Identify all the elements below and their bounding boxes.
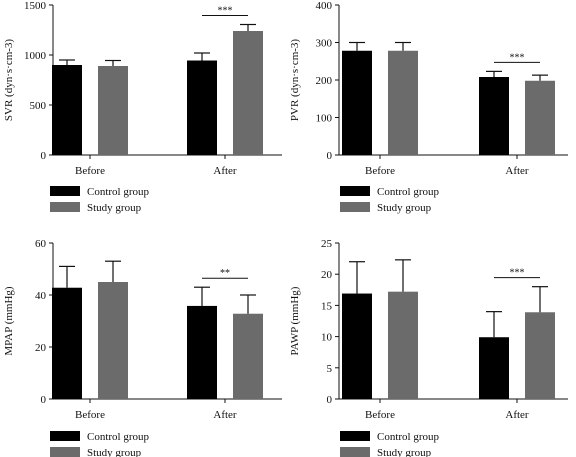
chart-panel-4: 0 5 10 15 20 25 PAWP (mmHg) Before After *** Contr…: [289, 238, 568, 457]
legend-label: Control group: [87, 186, 150, 198]
x-tick-label: Before: [365, 165, 395, 177]
y-axis-title: MPAP (mmHg): [3, 286, 15, 356]
y-tick-label: 300: [316, 38, 333, 50]
y-axis-title: PVR (dyn·s·cm-3): [289, 39, 301, 122]
bar-study-after: [525, 312, 555, 399]
legend-label: Control group: [87, 431, 150, 443]
y-tick-label: 5: [327, 363, 333, 375]
legend-swatch-control: [340, 186, 370, 196]
y-tick-label: 100: [316, 113, 333, 125]
y-axis-title: SVR (dyn·s·cm-3): [3, 39, 15, 122]
significance-label: ***: [510, 268, 525, 279]
legend-label: Study group: [377, 447, 432, 457]
y-tick-label: 1000: [24, 50, 47, 62]
y-tick-label: 25: [321, 238, 333, 250]
y-tick-label: 15: [321, 300, 333, 312]
legend-label: Study group: [87, 447, 142, 457]
x-tick-label: After: [213, 409, 237, 421]
y-tick-label: 10: [321, 332, 333, 344]
legend-swatch-study: [340, 202, 370, 212]
y-tick-label: 500: [30, 100, 47, 112]
y-tick-label: 20: [35, 342, 47, 354]
bar-control-before: [342, 50, 372, 155]
legend-label: Control group: [377, 186, 440, 198]
y-tick-label: 20: [321, 269, 333, 281]
y-tick-label: 60: [35, 238, 47, 250]
bar-study-after: [233, 31, 263, 155]
y-tick-label: 200: [316, 75, 333, 87]
legend-swatch-control: [340, 431, 370, 441]
bar-control-after: [187, 305, 217, 399]
chart-panel-3: 0 20 40 60 MPAP (mmHg) Before After ** Control g…: [3, 238, 282, 457]
y-tick-label: 1500: [24, 0, 47, 12]
bar-control-before: [342, 293, 372, 399]
x-tick-label: After: [505, 165, 529, 177]
chart-panel-1: 0 500 1000 1500 SVR (dyn·s·cm-3) Before After *…: [3, 0, 282, 214]
legend-swatch-control: [50, 186, 80, 196]
legend-swatch-study: [50, 447, 80, 457]
chart-panel-2: 0 100 200 300 400 PVR (dyn·s·cm-3) Before After…: [289, 0, 568, 214]
x-tick-label: Before: [365, 409, 395, 421]
bar-study-after: [233, 313, 263, 399]
y-tick-label: 0: [41, 150, 47, 162]
legend-label: Study group: [87, 202, 142, 214]
bar-control-after: [479, 77, 509, 155]
bar-study-after: [525, 80, 555, 155]
bar-control-after: [187, 60, 217, 155]
x-tick-label: After: [213, 165, 237, 177]
bar-study-before: [388, 291, 418, 399]
y-tick-label: 0: [327, 394, 333, 406]
significance-label: **: [220, 268, 230, 279]
legend-label: Control group: [377, 431, 440, 443]
bar-study-before: [388, 50, 418, 155]
y-tick-label: 40: [35, 290, 47, 302]
x-tick-label: Before: [75, 165, 105, 177]
bar-control-before: [52, 65, 82, 155]
significance-label: ***: [510, 52, 525, 63]
bar-control-after: [479, 337, 509, 399]
x-tick-label: Before: [75, 409, 105, 421]
legend-swatch-study: [340, 447, 370, 457]
y-tick-label: 0: [41, 394, 47, 406]
significance-label: ***: [218, 6, 233, 17]
legend-swatch-study: [50, 202, 80, 212]
legend-label: Study group: [377, 202, 432, 214]
y-tick-label: 400: [316, 0, 333, 12]
bar-study-before: [98, 282, 128, 399]
legend-swatch-control: [50, 431, 80, 441]
bar-control-before: [52, 287, 82, 399]
y-tick-label: 0: [327, 150, 333, 162]
y-axis-title: PAWP (mmHg): [289, 286, 301, 355]
x-tick-label: After: [505, 409, 529, 421]
bar-study-before: [98, 66, 128, 155]
